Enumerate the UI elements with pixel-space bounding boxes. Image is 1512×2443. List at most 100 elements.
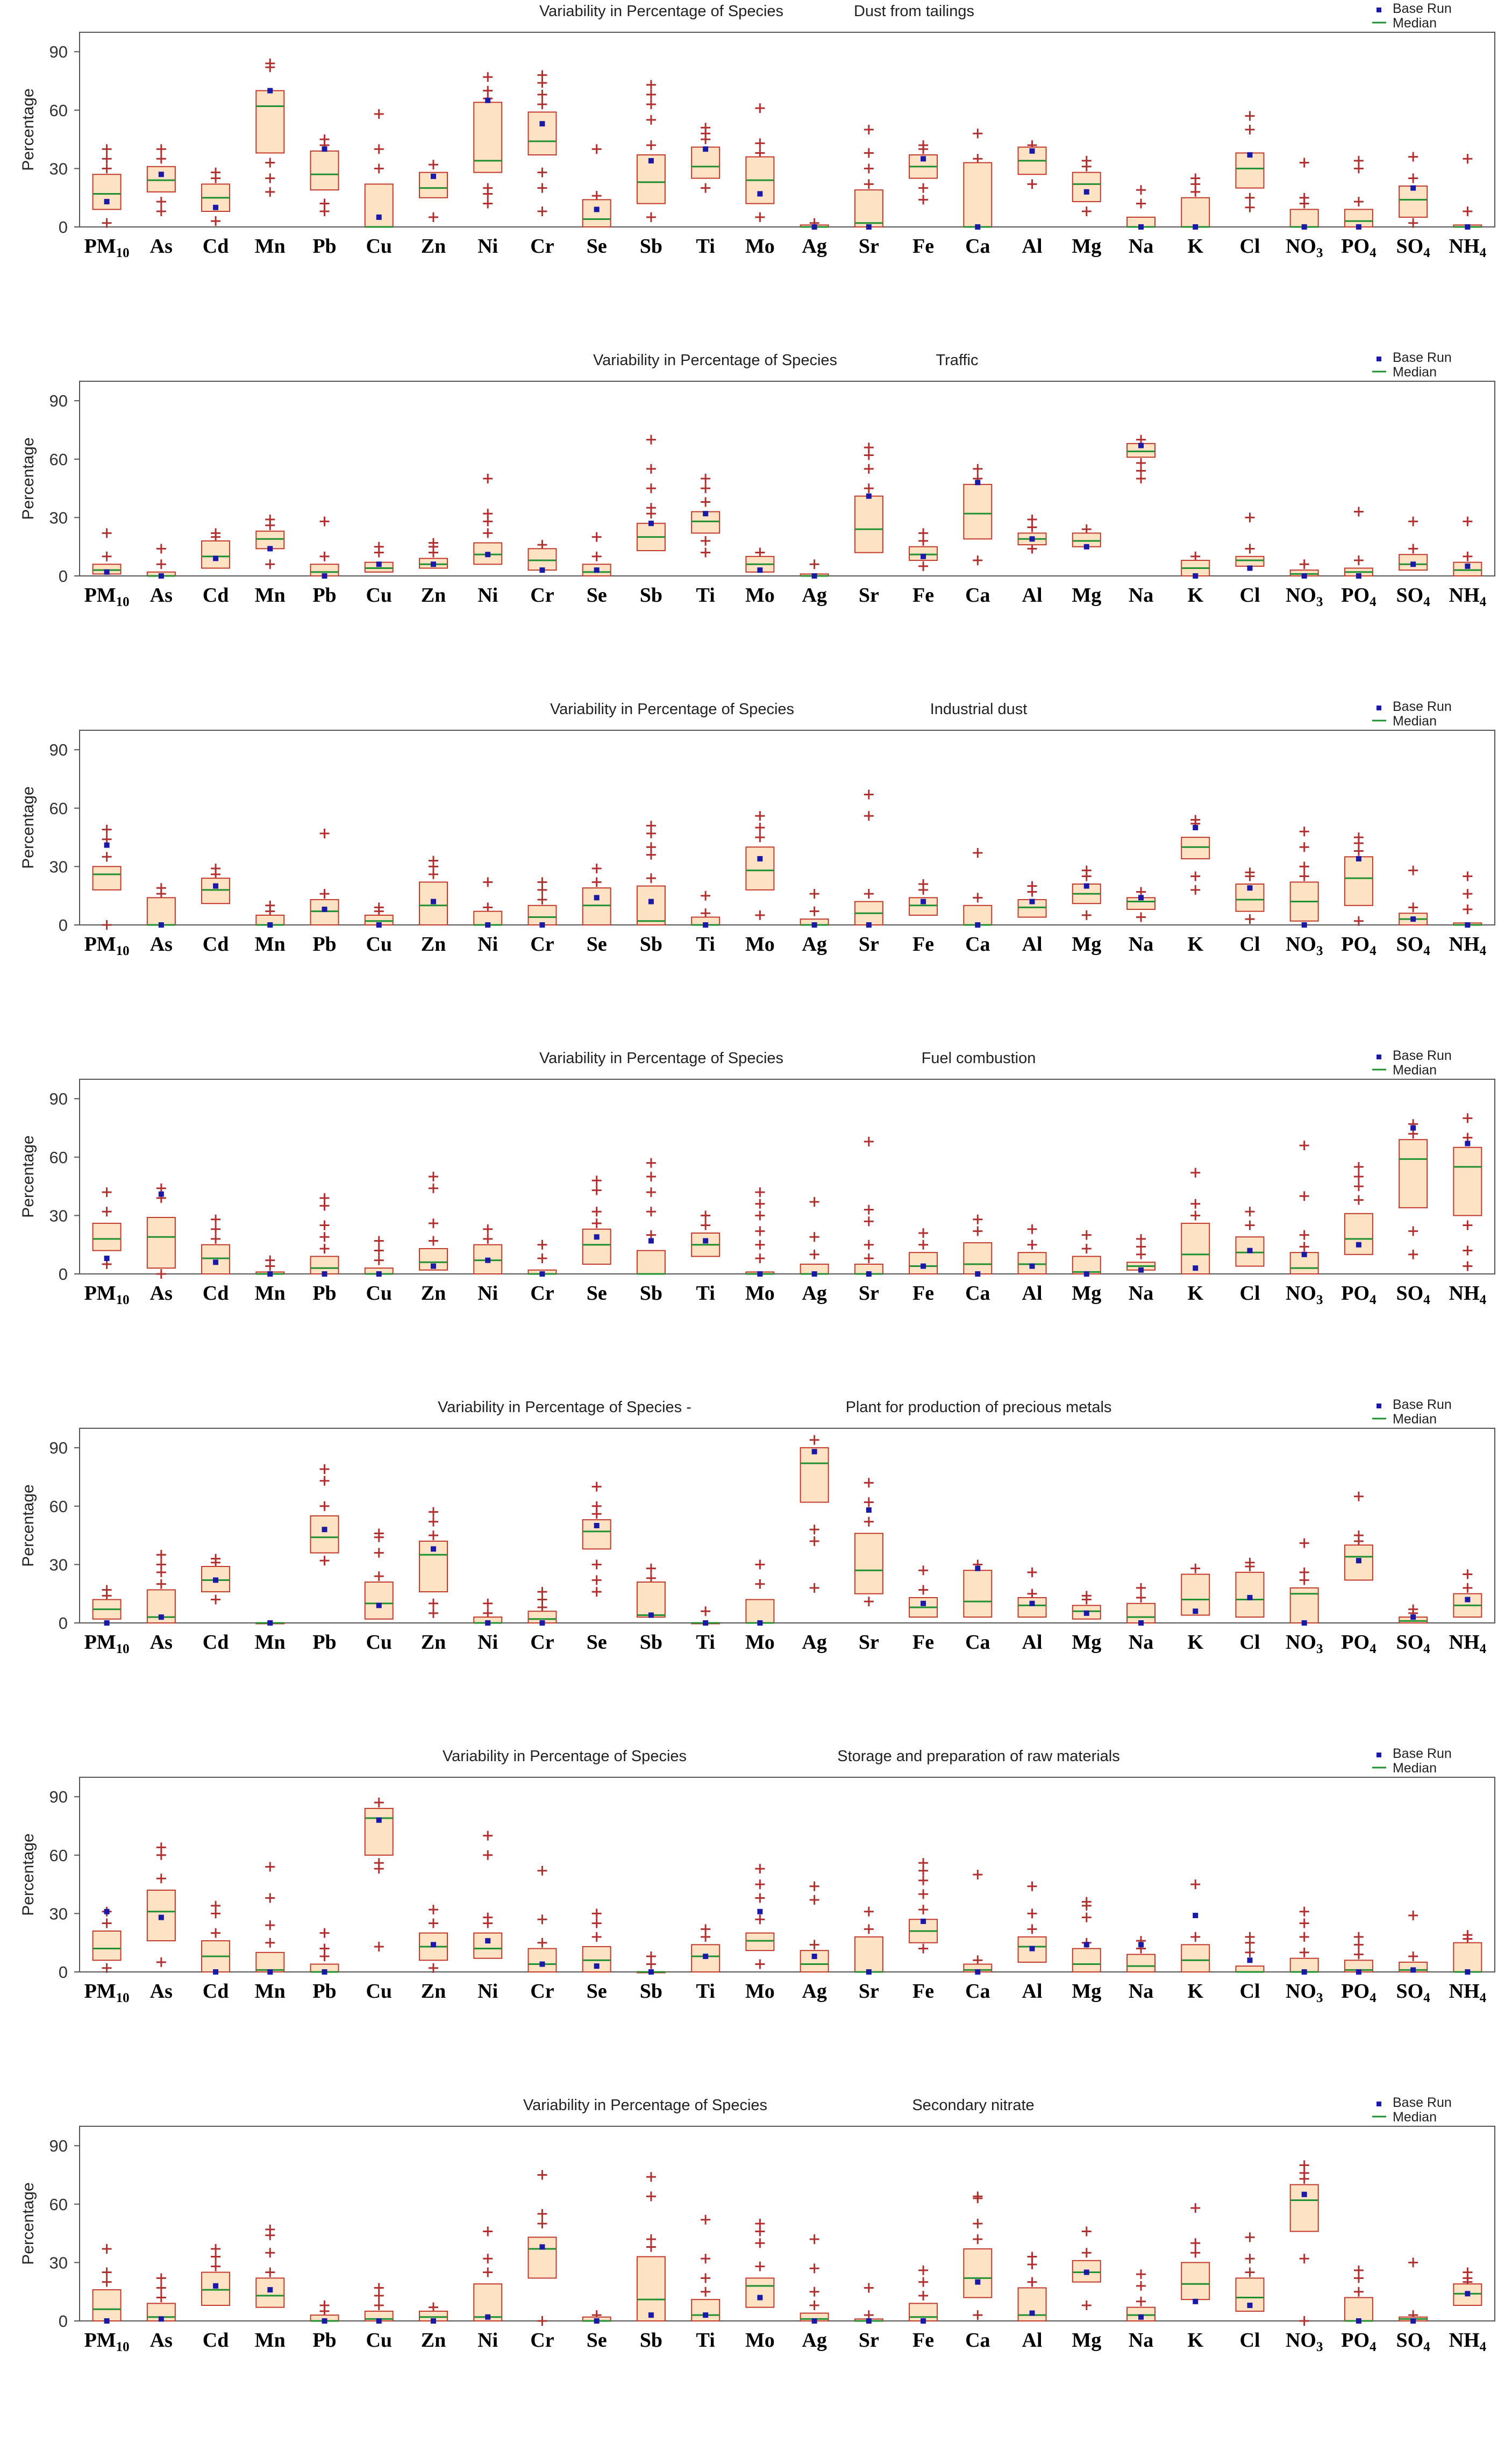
box-Ti xyxy=(691,891,721,928)
x-tick-label: Pb xyxy=(312,235,336,258)
outlier-point xyxy=(429,538,438,548)
base-run-marker xyxy=(1356,573,1361,579)
outlier-point xyxy=(918,2277,929,2287)
box-body xyxy=(963,904,993,925)
box-Sb xyxy=(636,2172,666,2322)
base-run-marker xyxy=(485,97,491,103)
outlier-point xyxy=(591,532,602,542)
outlier-point xyxy=(1027,1881,1037,1891)
base-run-marker xyxy=(975,2279,981,2285)
box-body xyxy=(691,146,721,179)
y-tick-label: 60 xyxy=(49,1148,68,1167)
box-Cl xyxy=(1235,2232,1265,2312)
outlier-point xyxy=(102,218,112,228)
outlier-point xyxy=(483,198,493,209)
outlier-point xyxy=(1353,1530,1364,1541)
box-Sb xyxy=(636,1158,666,1275)
base-run-marker xyxy=(1193,573,1199,579)
y-tick-label: 0 xyxy=(59,1265,68,1284)
outlier-point xyxy=(1463,1245,1473,1256)
base-run-marker xyxy=(376,1817,382,1823)
outlier-point xyxy=(1081,2300,1092,2311)
box-SO4 xyxy=(1399,152,1428,228)
outlier-point xyxy=(918,1228,929,1238)
box-body xyxy=(255,90,285,154)
plot-area xyxy=(79,730,1495,925)
box-K xyxy=(1181,551,1210,579)
box-body xyxy=(963,483,993,540)
outlier-point xyxy=(102,2267,112,2277)
box-body xyxy=(92,1930,122,1961)
base-run-marker xyxy=(431,561,436,567)
outlier-point xyxy=(755,1253,765,1264)
base-run-marker xyxy=(104,1256,110,1262)
box-Ag xyxy=(800,559,829,579)
base-run-marker xyxy=(376,1271,382,1277)
outlier-point xyxy=(1299,871,1309,881)
box-Mo xyxy=(745,1187,775,1277)
box-Al xyxy=(1017,881,1047,918)
x-tick-label: Zn xyxy=(421,933,446,956)
x-tick-label: Sb xyxy=(640,1282,662,1305)
y-axis-label: Percentage xyxy=(19,1484,37,1566)
outlier-point xyxy=(1245,867,1255,878)
outlier-point xyxy=(864,1136,874,1146)
outlier-point xyxy=(156,1269,166,1279)
box-Ni xyxy=(473,877,503,928)
outlier-point xyxy=(102,852,112,862)
outlier-point xyxy=(319,889,330,899)
box-body xyxy=(854,1936,883,1972)
box-Sb xyxy=(636,821,666,926)
box-K xyxy=(1181,1167,1210,1275)
x-tick-label: Pb xyxy=(312,584,336,607)
base-run-marker xyxy=(376,561,382,567)
plot-area xyxy=(79,1079,1495,1274)
base-run-marker xyxy=(1029,148,1035,154)
outlier-point xyxy=(973,154,983,164)
outlier-point xyxy=(537,1240,547,1250)
outlier-point xyxy=(1027,881,1037,891)
outlier-point xyxy=(809,889,819,899)
base-run-marker xyxy=(1301,2191,1307,2197)
x-tick-label: Ti xyxy=(696,1282,715,1305)
box-K xyxy=(1181,2203,1210,2304)
chart-title: Variability in Percentage of Species xyxy=(539,3,783,20)
outlier-point xyxy=(591,191,602,201)
box-Mo xyxy=(745,547,775,573)
outlier-point xyxy=(864,148,874,158)
outlier-point xyxy=(1463,1930,1473,1940)
outlier-point xyxy=(1136,1583,1146,1593)
base-run-marker xyxy=(322,907,327,913)
x-tick-label: Cr xyxy=(530,235,554,258)
box-plot: Variability in Percentage of Species Dust… xyxy=(19,1,1495,260)
base-run-marker xyxy=(1138,224,1144,230)
base-run-marker xyxy=(1193,825,1199,830)
outlier-point xyxy=(265,1255,275,1265)
box-Mn xyxy=(255,1255,285,1277)
outlier-point xyxy=(1408,2257,1418,2268)
x-tick-label: Ag xyxy=(802,1631,826,1654)
outlier-point xyxy=(319,1476,330,1486)
outlier-point xyxy=(319,198,330,209)
base-run-marker xyxy=(703,922,709,928)
outlier-point xyxy=(1245,544,1255,554)
base-run-marker xyxy=(811,922,817,928)
outlier-point xyxy=(211,1224,221,1234)
outlier-point xyxy=(429,1598,438,1608)
box-body xyxy=(92,2289,122,2321)
box-body xyxy=(201,540,231,569)
base-run-marker xyxy=(1083,1610,1089,1616)
base-run-marker xyxy=(1356,224,1361,230)
base-run-marker xyxy=(104,842,110,848)
outlier-point xyxy=(1081,910,1092,920)
box-Zn xyxy=(419,538,448,569)
x-tick-label: NO3 xyxy=(1286,2329,1323,2354)
box-plot: Variability in Percentage of Species Indu… xyxy=(19,699,1495,958)
box-Mg xyxy=(1072,2226,1101,2311)
base-run-marker xyxy=(648,1612,654,1618)
outlier-point xyxy=(429,1172,438,1181)
base-run-marker xyxy=(703,2312,709,2318)
x-tick-label: Mo xyxy=(745,584,775,607)
outlier-point xyxy=(701,2254,711,2264)
